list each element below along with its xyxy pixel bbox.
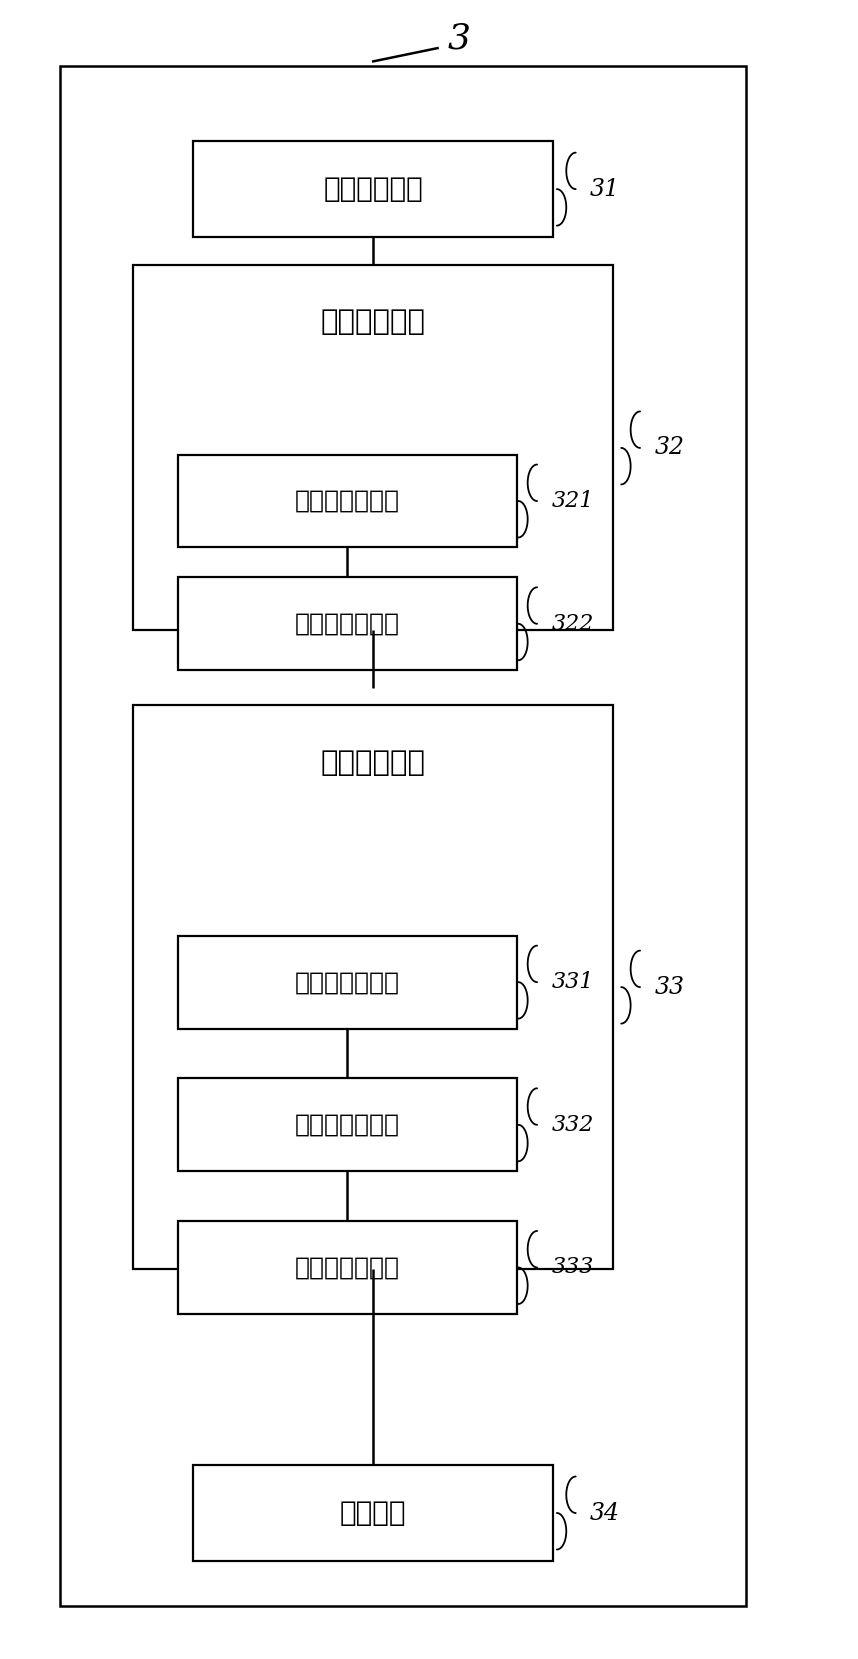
Bar: [178, 1221, 517, 1314]
Bar: [60, 66, 746, 1606]
Text: 第三确定模块: 第三确定模块: [321, 750, 426, 776]
Text: 333: 333: [551, 1256, 594, 1279]
Text: 33: 33: [654, 975, 684, 999]
Text: 第一确定子模块: 第一确定子模块: [295, 489, 400, 513]
Bar: [178, 577, 517, 670]
Text: 31: 31: [590, 178, 619, 201]
Text: 第一生成子模块: 第一生成子模块: [295, 971, 400, 994]
Bar: [133, 705, 613, 1269]
Text: 第二生成子模块: 第二生成子模块: [295, 1113, 400, 1136]
Text: 第三确定子模块: 第三确定子模块: [295, 1256, 400, 1279]
Text: 第一确定模块: 第一确定模块: [323, 176, 423, 202]
Text: 34: 34: [590, 1501, 619, 1525]
Text: 32: 32: [654, 436, 684, 460]
Text: 第二确定子模块: 第二确定子模块: [295, 612, 400, 635]
Bar: [133, 265, 613, 630]
Bar: [178, 1078, 517, 1171]
Text: 存储模块: 存储模块: [340, 1500, 407, 1526]
Text: 第二确定模块: 第二确定模块: [321, 309, 426, 335]
Bar: [193, 141, 553, 237]
Text: 322: 322: [551, 612, 594, 635]
Text: 332: 332: [551, 1113, 594, 1136]
Text: 331: 331: [551, 971, 594, 994]
Bar: [178, 455, 517, 547]
Text: 321: 321: [551, 489, 594, 513]
Bar: [193, 1465, 553, 1561]
Bar: [178, 936, 517, 1029]
Text: 3: 3: [448, 22, 470, 55]
